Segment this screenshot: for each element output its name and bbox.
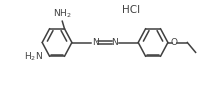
Text: N: N <box>112 38 118 47</box>
Text: N: N <box>92 38 99 47</box>
Text: NH$_2$: NH$_2$ <box>53 7 72 20</box>
Text: HCl: HCl <box>122 5 140 15</box>
Text: H$_2$N: H$_2$N <box>24 50 43 63</box>
Text: O: O <box>171 38 178 47</box>
